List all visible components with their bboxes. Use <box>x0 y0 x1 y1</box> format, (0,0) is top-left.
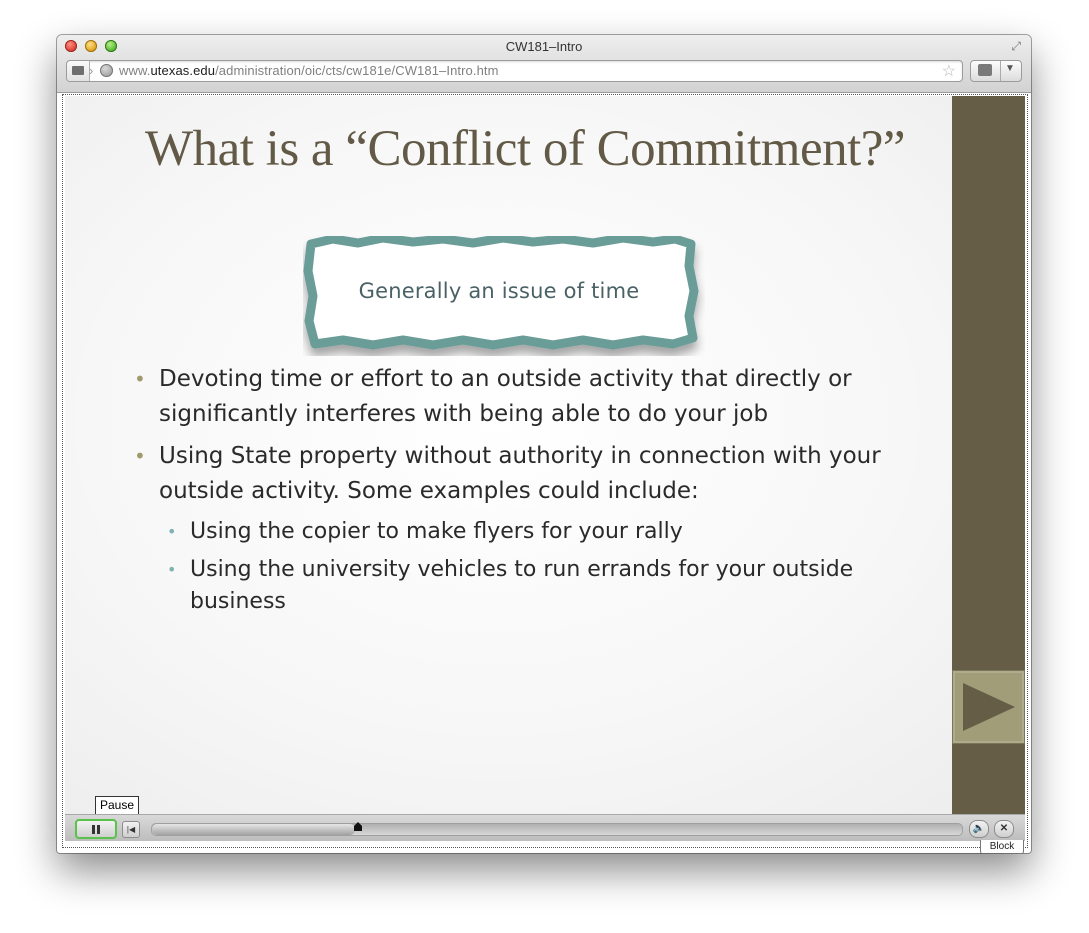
sub-bullet-text: Using the university vehicles to run err… <box>190 557 854 614</box>
globe-icon <box>100 64 113 77</box>
title-bar: CW181–Intro ⤢ › www.utexas.edu/administr… <box>57 35 1031 93</box>
pause-button[interactable] <box>75 819 117 839</box>
minimize-window-button[interactable] <box>85 40 97 52</box>
restart-button[interactable]: |◀ <box>122 821 140 838</box>
bullet-icon: • <box>134 444 146 468</box>
progress-bar[interactable] <box>151 823 963 836</box>
sub-list-item: • Using the copier to make flyers for yo… <box>131 516 891 548</box>
window-title: CW181–Intro <box>505 39 583 54</box>
speaker-icon: 🔈 <box>972 823 986 834</box>
focus-frame <box>62 94 1028 848</box>
close-icon: ✕ <box>999 823 1009 834</box>
callout-text: Generally an issue of time <box>358 279 640 303</box>
progress-thumb[interactable] <box>354 822 362 832</box>
chevron-down-icon[interactable]: ▼ <box>1005 63 1015 74</box>
list-item: • Using State property without authority… <box>131 439 891 509</box>
block-tab[interactable]: Block <box>980 840 1024 853</box>
address-bar[interactable]: › www.utexas.edu/administration/oic/cts/… <box>66 60 963 82</box>
close-player-button[interactable]: ✕ <box>994 820 1014 838</box>
bookmarks-icon[interactable] <box>67 61 90 81</box>
close-window-button[interactable] <box>65 40 77 52</box>
bullet-icon: • <box>134 367 146 391</box>
pause-tooltip: Pause <box>95 796 140 815</box>
fullscreen-icon[interactable]: ⤢ <box>1011 39 1021 53</box>
page-content: What is a “Conflict of Commitment?” Gene… <box>57 93 1031 853</box>
slide: What is a “Conflict of Commitment?” Gene… <box>65 96 1025 815</box>
puzzle-icon <box>978 64 992 76</box>
bullet-text: Devoting time or effort to an outside ac… <box>159 366 852 427</box>
progress-fill <box>152 824 355 835</box>
bullet-list: • Devoting time or effort to an outside … <box>131 362 891 624</box>
torn-frame <box>303 236 699 350</box>
url-path: /administration/oic/cts/cw181e/CW181–Int… <box>215 63 499 78</box>
browser-window: CW181–Intro ⤢ › www.utexas.edu/administr… <box>57 35 1031 853</box>
list-item: • Devoting time or effort to an outside … <box>131 362 891 432</box>
callout-box: Generally an issue of time <box>303 236 705 356</box>
bullet-text: Using State property without authority i… <box>159 443 881 504</box>
play-triangle-icon <box>963 683 1015 731</box>
sub-bullet-text: Using the copier to make flyers for your… <box>190 519 683 544</box>
skip-back-icon: |◀ <box>126 825 136 834</box>
player-controls: |◀ 🔈 ✕ <box>65 814 1025 841</box>
zoom-window-button[interactable] <box>105 40 117 52</box>
chevron-right-icon: › <box>89 63 94 78</box>
divider <box>1000 61 1001 81</box>
sub-list-item: • Using the university vehicles to run e… <box>131 554 891 618</box>
slide-title: What is a “Conflict of Commitment?” <box>144 121 906 177</box>
bullet-icon: • <box>167 522 177 541</box>
url-text[interactable]: www.utexas.edu/administration/oic/cts/cw… <box>119 63 499 78</box>
url-host: utexas.edu <box>150 63 216 78</box>
bookmark-star-icon[interactable]: ☆ <box>941 63 956 80</box>
volume-button[interactable]: 🔈 <box>969 820 989 838</box>
url-prefix: www. <box>119 63 151 78</box>
next-slide-button[interactable] <box>952 670 1025 744</box>
bullet-icon: • <box>167 560 177 579</box>
extensions-button[interactable]: ▼ <box>970 60 1022 82</box>
